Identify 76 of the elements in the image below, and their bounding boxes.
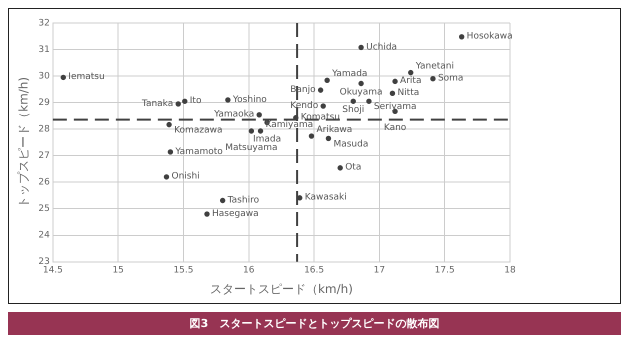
- point: [182, 98, 188, 104]
- point: [258, 128, 264, 134]
- annotation: Yanetani: [414, 61, 454, 72]
- y-tick-label: 29: [38, 98, 50, 108]
- point: [225, 97, 231, 103]
- annotation: Matsuyama: [225, 142, 278, 153]
- y-tick-label: 27: [38, 151, 50, 162]
- point: [350, 98, 356, 104]
- point: [324, 78, 330, 84]
- point: [204, 211, 210, 217]
- point: [220, 198, 226, 204]
- annotation: Nitta: [397, 88, 420, 98]
- point: [408, 70, 414, 76]
- point: [60, 74, 66, 80]
- text: 図3 スタートスピードとトップスピードの散布図: [8, 312, 621, 335]
- y-tick-label: 23: [38, 257, 50, 268]
- x-tick-label: 17.5: [434, 266, 455, 276]
- x-tick-label: 18: [504, 266, 516, 276]
- y-tick-label: 32: [38, 18, 50, 28]
- y-axis-title: トップスピード（km/h): [16, 76, 30, 208]
- point: [358, 44, 364, 50]
- annotation: Shoji: [342, 105, 364, 116]
- y-tick-label: 26: [38, 178, 50, 188]
- annotation: Arikawa: [316, 124, 352, 135]
- annotation: Okuyama: [340, 87, 383, 98]
- annotation: Hosokawa: [466, 32, 513, 42]
- annotation: Kendo: [290, 100, 319, 111]
- point: [430, 76, 436, 82]
- point: [308, 133, 314, 139]
- annotation: Onishi: [171, 172, 200, 182]
- annotation: Komazawa: [174, 125, 222, 136]
- annotation: Tashiro: [226, 195, 260, 206]
- x-tick-label: 15.5: [173, 266, 194, 276]
- y-tick-label: 31: [38, 44, 50, 55]
- point: [390, 90, 396, 96]
- x-tick-label: 14.5: [42, 266, 63, 276]
- point: [166, 122, 172, 128]
- annotation: Yoshino: [232, 94, 268, 105]
- point: [318, 87, 324, 93]
- point: [326, 136, 332, 142]
- point: [458, 34, 464, 40]
- annotation: Yamamoto: [174, 146, 224, 157]
- x-tick-label: 15: [112, 266, 124, 276]
- y-tick-label: 25: [38, 204, 50, 214]
- annotation: Yamaoka: [213, 110, 254, 120]
- annotation: Tanaka: [140, 98, 174, 109]
- y-tick-label: 28: [38, 124, 50, 134]
- annotation: Hasegawa: [212, 208, 259, 219]
- annotation: Ito: [190, 96, 202, 106]
- x-tick-label: 17: [374, 266, 386, 276]
- annotation: Soma: [438, 74, 464, 84]
- annotation: Seriyama: [374, 102, 417, 112]
- point: [176, 101, 181, 107]
- x-tick-label: 16.5: [304, 266, 324, 276]
- annotation: Ota: [345, 162, 362, 173]
- annotation: Masuda: [333, 139, 368, 150]
- point: [248, 128, 254, 134]
- annotation: Iematsu: [68, 72, 105, 82]
- x-axis-title: スタートスピード（km/h): [210, 282, 353, 296]
- annotation: Imada: [252, 134, 282, 144]
- point: [392, 78, 398, 84]
- point: [338, 165, 343, 171]
- annotation: Kano: [384, 123, 407, 134]
- annotation: Kawasaki: [304, 192, 347, 203]
- annotation: Uchida: [366, 42, 398, 52]
- annotation: Yamada: [331, 69, 368, 80]
- point: [366, 98, 372, 104]
- point: [164, 174, 170, 180]
- point: [320, 103, 326, 109]
- y-tick-label: 24: [38, 230, 50, 241]
- point: [256, 112, 262, 118]
- point: [168, 149, 174, 155]
- x-tick-label: 16: [243, 266, 255, 276]
- y-tick-label: 30: [38, 71, 50, 82]
- annotation: Arita: [400, 76, 422, 86]
- point: [358, 80, 364, 86]
